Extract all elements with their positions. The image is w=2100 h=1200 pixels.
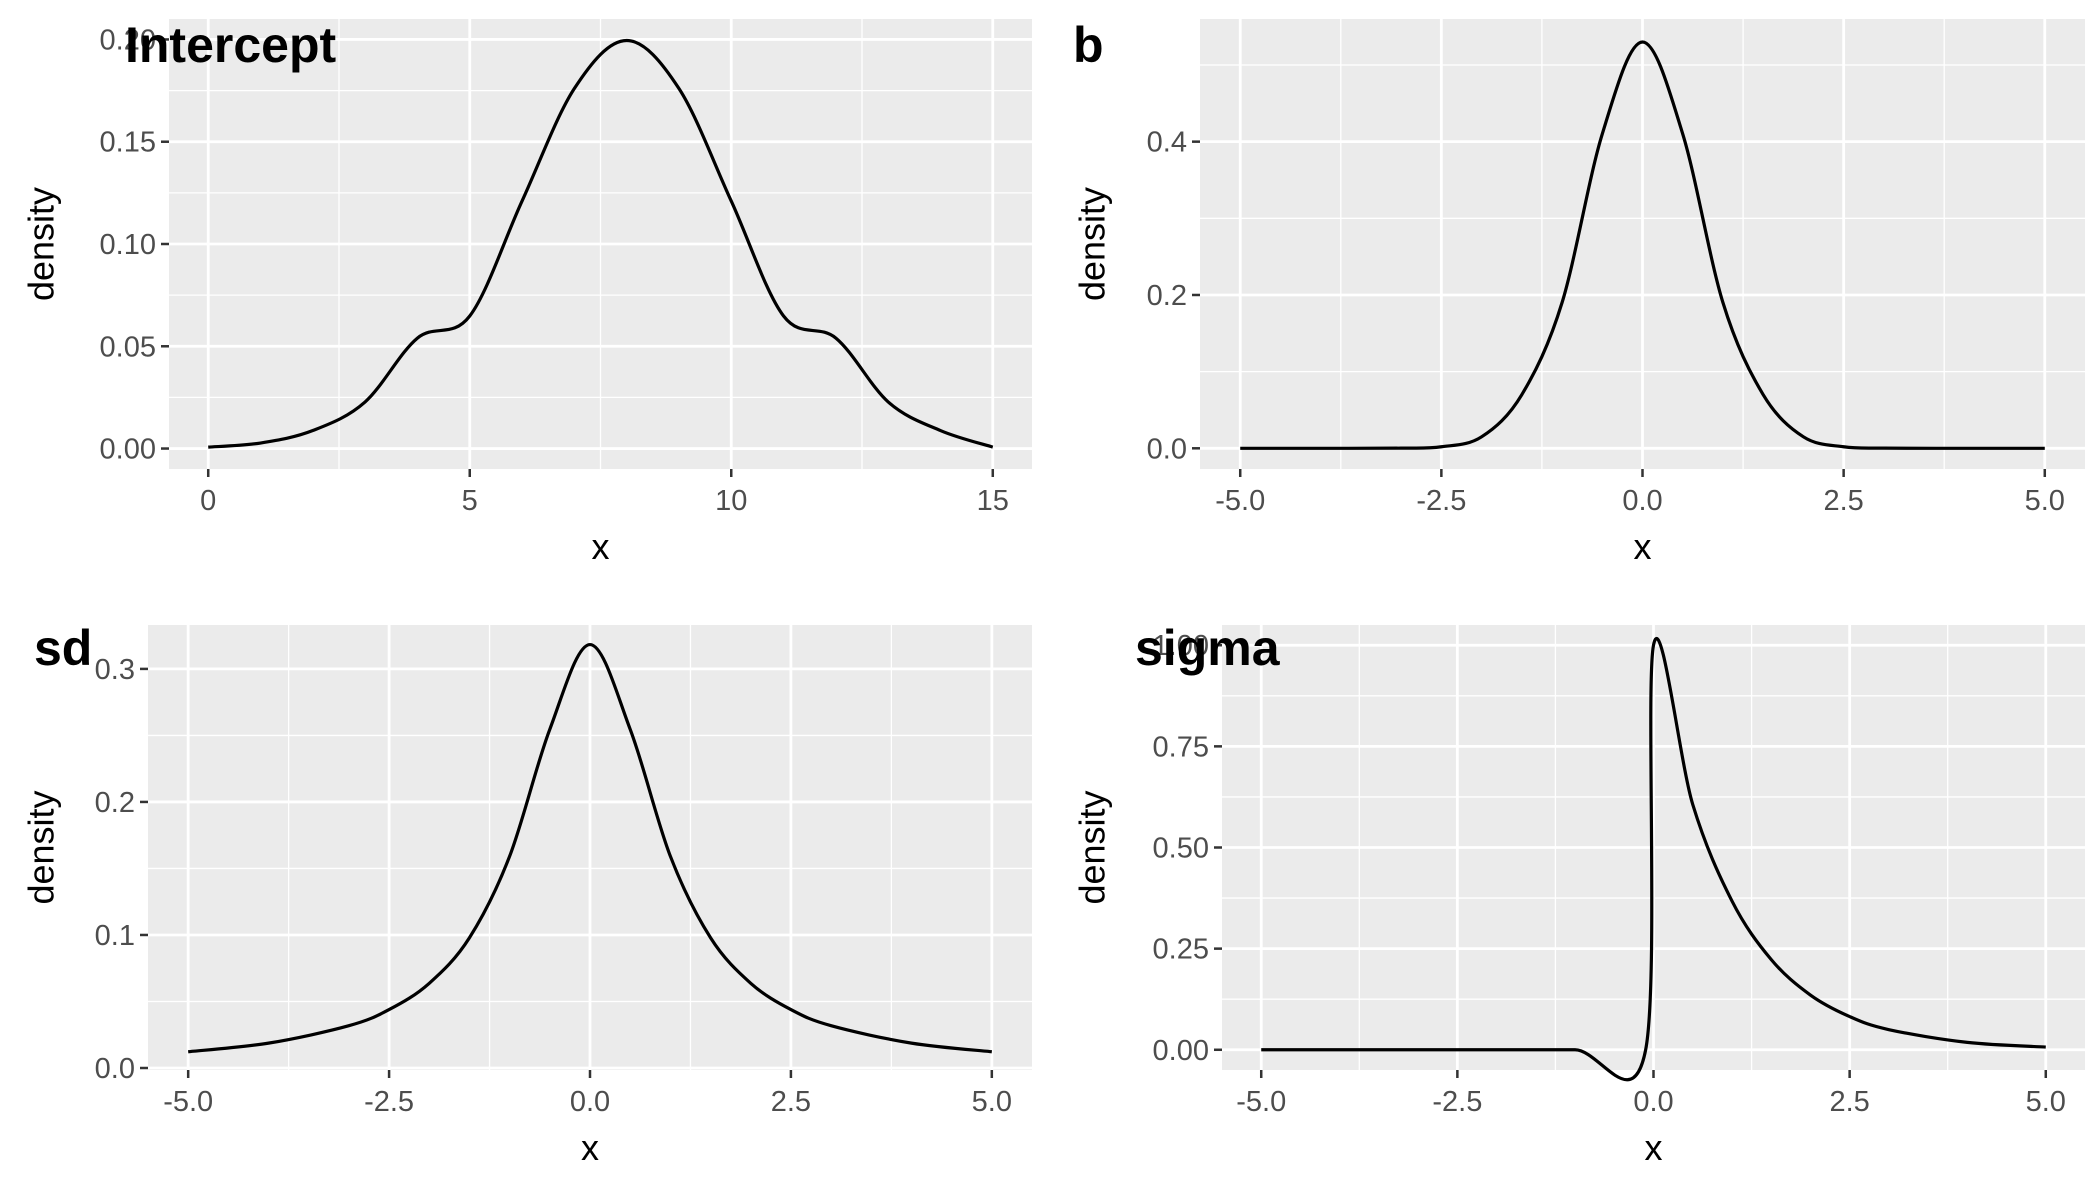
- y-tick-label: 0.0: [1147, 433, 1187, 465]
- y-axis-title: density: [1072, 790, 1113, 904]
- axes: -5.0 -2.5 0.0 2.5 5.0 0.0 0.2 0.4: [1147, 127, 2065, 517]
- y-tick-label: 0.00: [100, 434, 156, 466]
- y-axis-title: density: [21, 187, 62, 301]
- y-tick-label: 0.10: [100, 229, 156, 261]
- x-tick-label: 0: [200, 485, 216, 517]
- x-tick-label: -5.0: [1236, 1086, 1286, 1118]
- y-tick-label: 0.15: [100, 127, 156, 159]
- panel-title: sigma: [1135, 620, 1281, 676]
- density-curve: [208, 38, 994, 449]
- y-tick-label: 1.00: [1153, 630, 1209, 662]
- panel-sigma: -5.0 -2.5 0.0 2.5 5.00.000.250.500.751.00 x …: [1072, 620, 2085, 1168]
- grid-lines: [169, 19, 1032, 469]
- axes: -5.0 -2.5 0.0 2.5 5.0 0.0 0.1 0.2 0.3: [95, 654, 1012, 1118]
- y-tick-label: 0.50: [1153, 833, 1209, 865]
- panel-title: Intercept: [125, 17, 337, 73]
- y-tick-label: 0.1: [95, 920, 135, 952]
- x-tick-label: 5.0: [972, 1086, 1012, 1118]
- x-tick-label: -5.0: [163, 1086, 213, 1118]
- x-tick-label: 10: [715, 485, 747, 517]
- y-axis-title: density: [21, 790, 62, 904]
- x-tick-label: 15: [977, 485, 1009, 517]
- y-axis-title: density: [1072, 187, 1113, 301]
- x-tick-label: -5.0: [1215, 485, 1265, 517]
- axes: 0 5 10 15 0.00 0.05 0.10 0.15 0.20: [100, 24, 1009, 517]
- y-tick-label: 0.2: [1147, 280, 1187, 312]
- density-curve: [1261, 636, 2046, 1082]
- panel-b: -5.0 -2.5 0.0 2.5 5.0 0.0 0.2 0.4 x density b: [1072, 17, 2085, 567]
- x-tick-label: 2.5: [1823, 485, 1863, 517]
- axes: -5.0 -2.5 0.0 2.5 5.0 0.00 0.25 0.50 0.75 1.00: [1153, 630, 2066, 1118]
- x-tick-label: -2.5: [1432, 1086, 1482, 1118]
- y-tick-label: 0.00: [1153, 1035, 1209, 1067]
- x-tick-label: 5: [462, 485, 478, 517]
- x-axis-title: x: [581, 1127, 599, 1168]
- density-curve: [1240, 40, 2045, 450]
- y-tick-label: 0.20: [100, 24, 156, 56]
- grid-lines: [1222, 625, 2085, 1070]
- x-axis-title: x: [1634, 526, 1652, 567]
- y-tick-label: 0.05: [100, 331, 156, 363]
- x-axis-title: x: [1645, 1127, 1663, 1168]
- y-tick-label: 0.3: [95, 654, 135, 686]
- grid-lines: [1200, 19, 2085, 469]
- y-tick-label: 0.0: [95, 1053, 135, 1085]
- y-tick-label: 0.25: [1153, 934, 1209, 966]
- x-axis-title: x: [592, 526, 610, 567]
- y-tick-label: 0.4: [1147, 127, 1187, 159]
- x-tick-label: 2.5: [1829, 1086, 1869, 1118]
- grid-lines: [148, 625, 1032, 1070]
- panel-sd: -5.0 -2.5 0.0 2.5 5.00.00.10.20.3 x density …: [21, 620, 1032, 1168]
- x-tick-label: 5.0: [2026, 1086, 2066, 1118]
- x-tick-label: 0.0: [570, 1086, 610, 1118]
- y-tick-label: 0.75: [1153, 731, 1209, 763]
- y-tick-label: 0.2: [95, 787, 135, 819]
- x-tick-label: 2.5: [771, 1086, 811, 1118]
- density-curve: [188, 642, 992, 1054]
- x-tick-label: 0.0: [1622, 485, 1662, 517]
- x-tick-label: -2.5: [1416, 485, 1466, 517]
- x-tick-label: 5.0: [2025, 485, 2065, 517]
- panel-intercept: 0 5 10 15 0.00 0.05 0.10 0.15 0.20 x density Int…: [21, 17, 1032, 567]
- panel-title: sd: [34, 620, 92, 676]
- panel-title: b: [1073, 17, 1104, 73]
- x-tick-label: -2.5: [364, 1086, 414, 1118]
- x-tick-label: 0.0: [1633, 1086, 1673, 1118]
